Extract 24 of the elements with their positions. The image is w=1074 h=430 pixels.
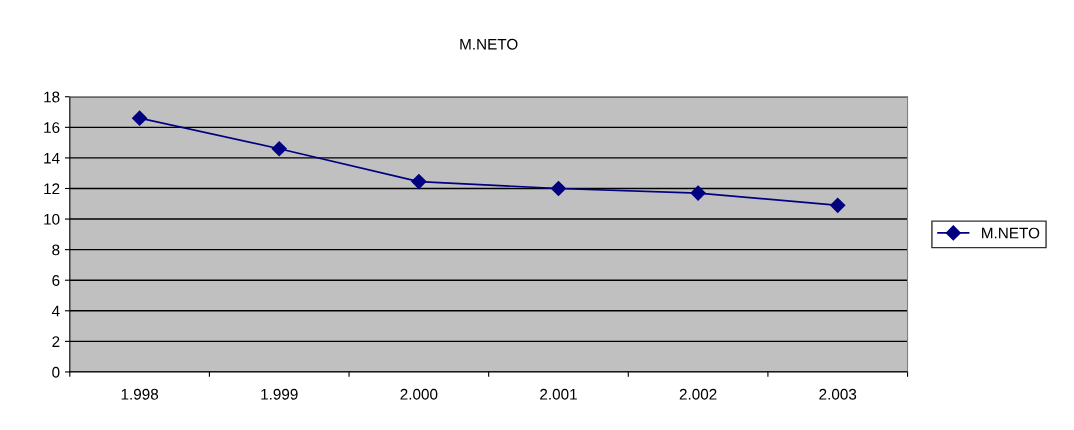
chart-title: M.NETO <box>460 38 518 50</box>
x-tick-label: 1.998 <box>121 388 159 400</box>
y-tick-label: 6 <box>52 275 60 286</box>
point <box>690 185 706 201</box>
x-tick-label: 2.001 <box>540 388 577 400</box>
x-tick-label: 2.002 <box>679 388 717 400</box>
x-tick-label: 2.003 <box>819 388 857 400</box>
point <box>271 141 287 157</box>
y-tick-label: 8 <box>52 244 60 256</box>
point <box>132 110 148 126</box>
y-tick-label: 16 <box>44 122 60 134</box>
y-tick-label: 10 <box>44 213 60 225</box>
y-tick-label: 18 <box>44 91 60 103</box>
point <box>830 197 846 213</box>
legend-label: M.NETO <box>982 227 1040 239</box>
point <box>550 180 567 197</box>
x-tick-label: 2.000 <box>400 388 438 400</box>
y-tick-label: 14 <box>44 152 60 164</box>
x-tick-label: 1.999 <box>261 388 298 400</box>
y-tick-label: 2 <box>52 336 60 347</box>
y-tick-label: 12 <box>44 183 60 195</box>
y-tick-label: 0 <box>52 366 60 378</box>
point <box>411 174 427 190</box>
y-tick-label: 4 <box>51 305 60 317</box>
